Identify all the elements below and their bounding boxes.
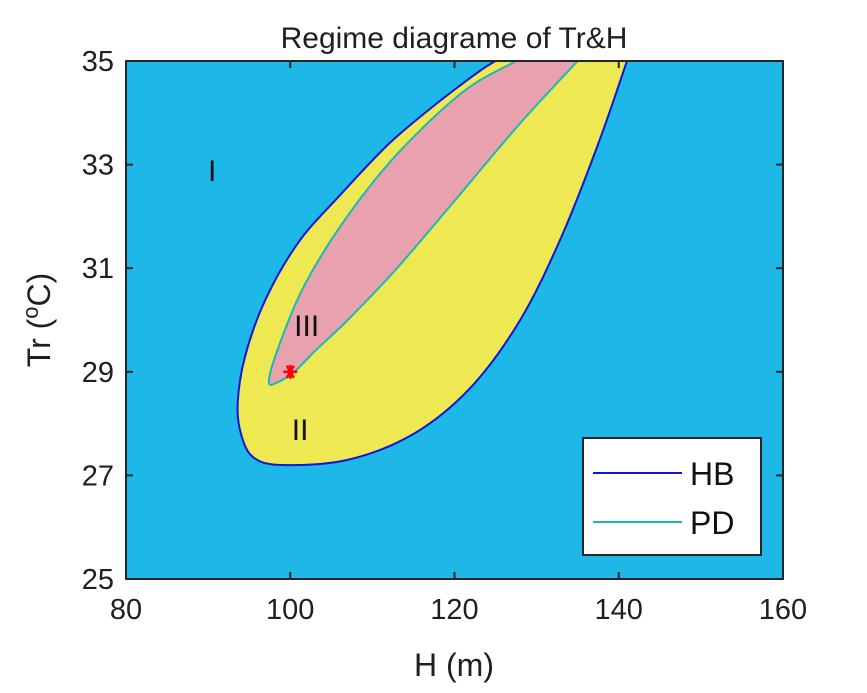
- pd-boundary-line: [267, 61, 579, 386]
- axis-ticks: 80 100 120 140 160 25 27 29 31 33 35: [82, 46, 807, 626]
- chart-title: Regime diagrame of Tr&H: [281, 22, 628, 55]
- x-tick-label: 80: [110, 594, 142, 626]
- legend-hb-label: HB: [690, 456, 734, 492]
- x-tick-label: 160: [759, 594, 807, 626]
- x-tick-label: 100: [266, 594, 314, 626]
- y-tick-label: 29: [82, 357, 114, 389]
- x-tick-label: 120: [430, 594, 478, 626]
- legend-pd-label: PD: [690, 505, 734, 541]
- region-label-II: II: [292, 414, 309, 447]
- hb-boundary-line: [236, 61, 628, 467]
- equilibrium-marker: [283, 364, 298, 379]
- y-tick-label: 27: [82, 460, 114, 492]
- x-tick-label: 140: [595, 594, 643, 626]
- y-tick-label: 25: [82, 564, 114, 596]
- legend: HB PD: [582, 437, 762, 556]
- region-label-I: I: [208, 155, 216, 188]
- y-tick-label: 31: [82, 253, 114, 285]
- x-axis-label: H (m): [414, 647, 494, 683]
- legend-box: [582, 437, 762, 556]
- y-axis-label: Tr (oC): [18, 273, 57, 368]
- region-label-III: III: [294, 310, 319, 343]
- region-II-area: [237, 61, 627, 466]
- y-tick-label: 33: [82, 150, 114, 182]
- region-III-area: [268, 61, 578, 385]
- y-tick-label: 35: [82, 46, 114, 78]
